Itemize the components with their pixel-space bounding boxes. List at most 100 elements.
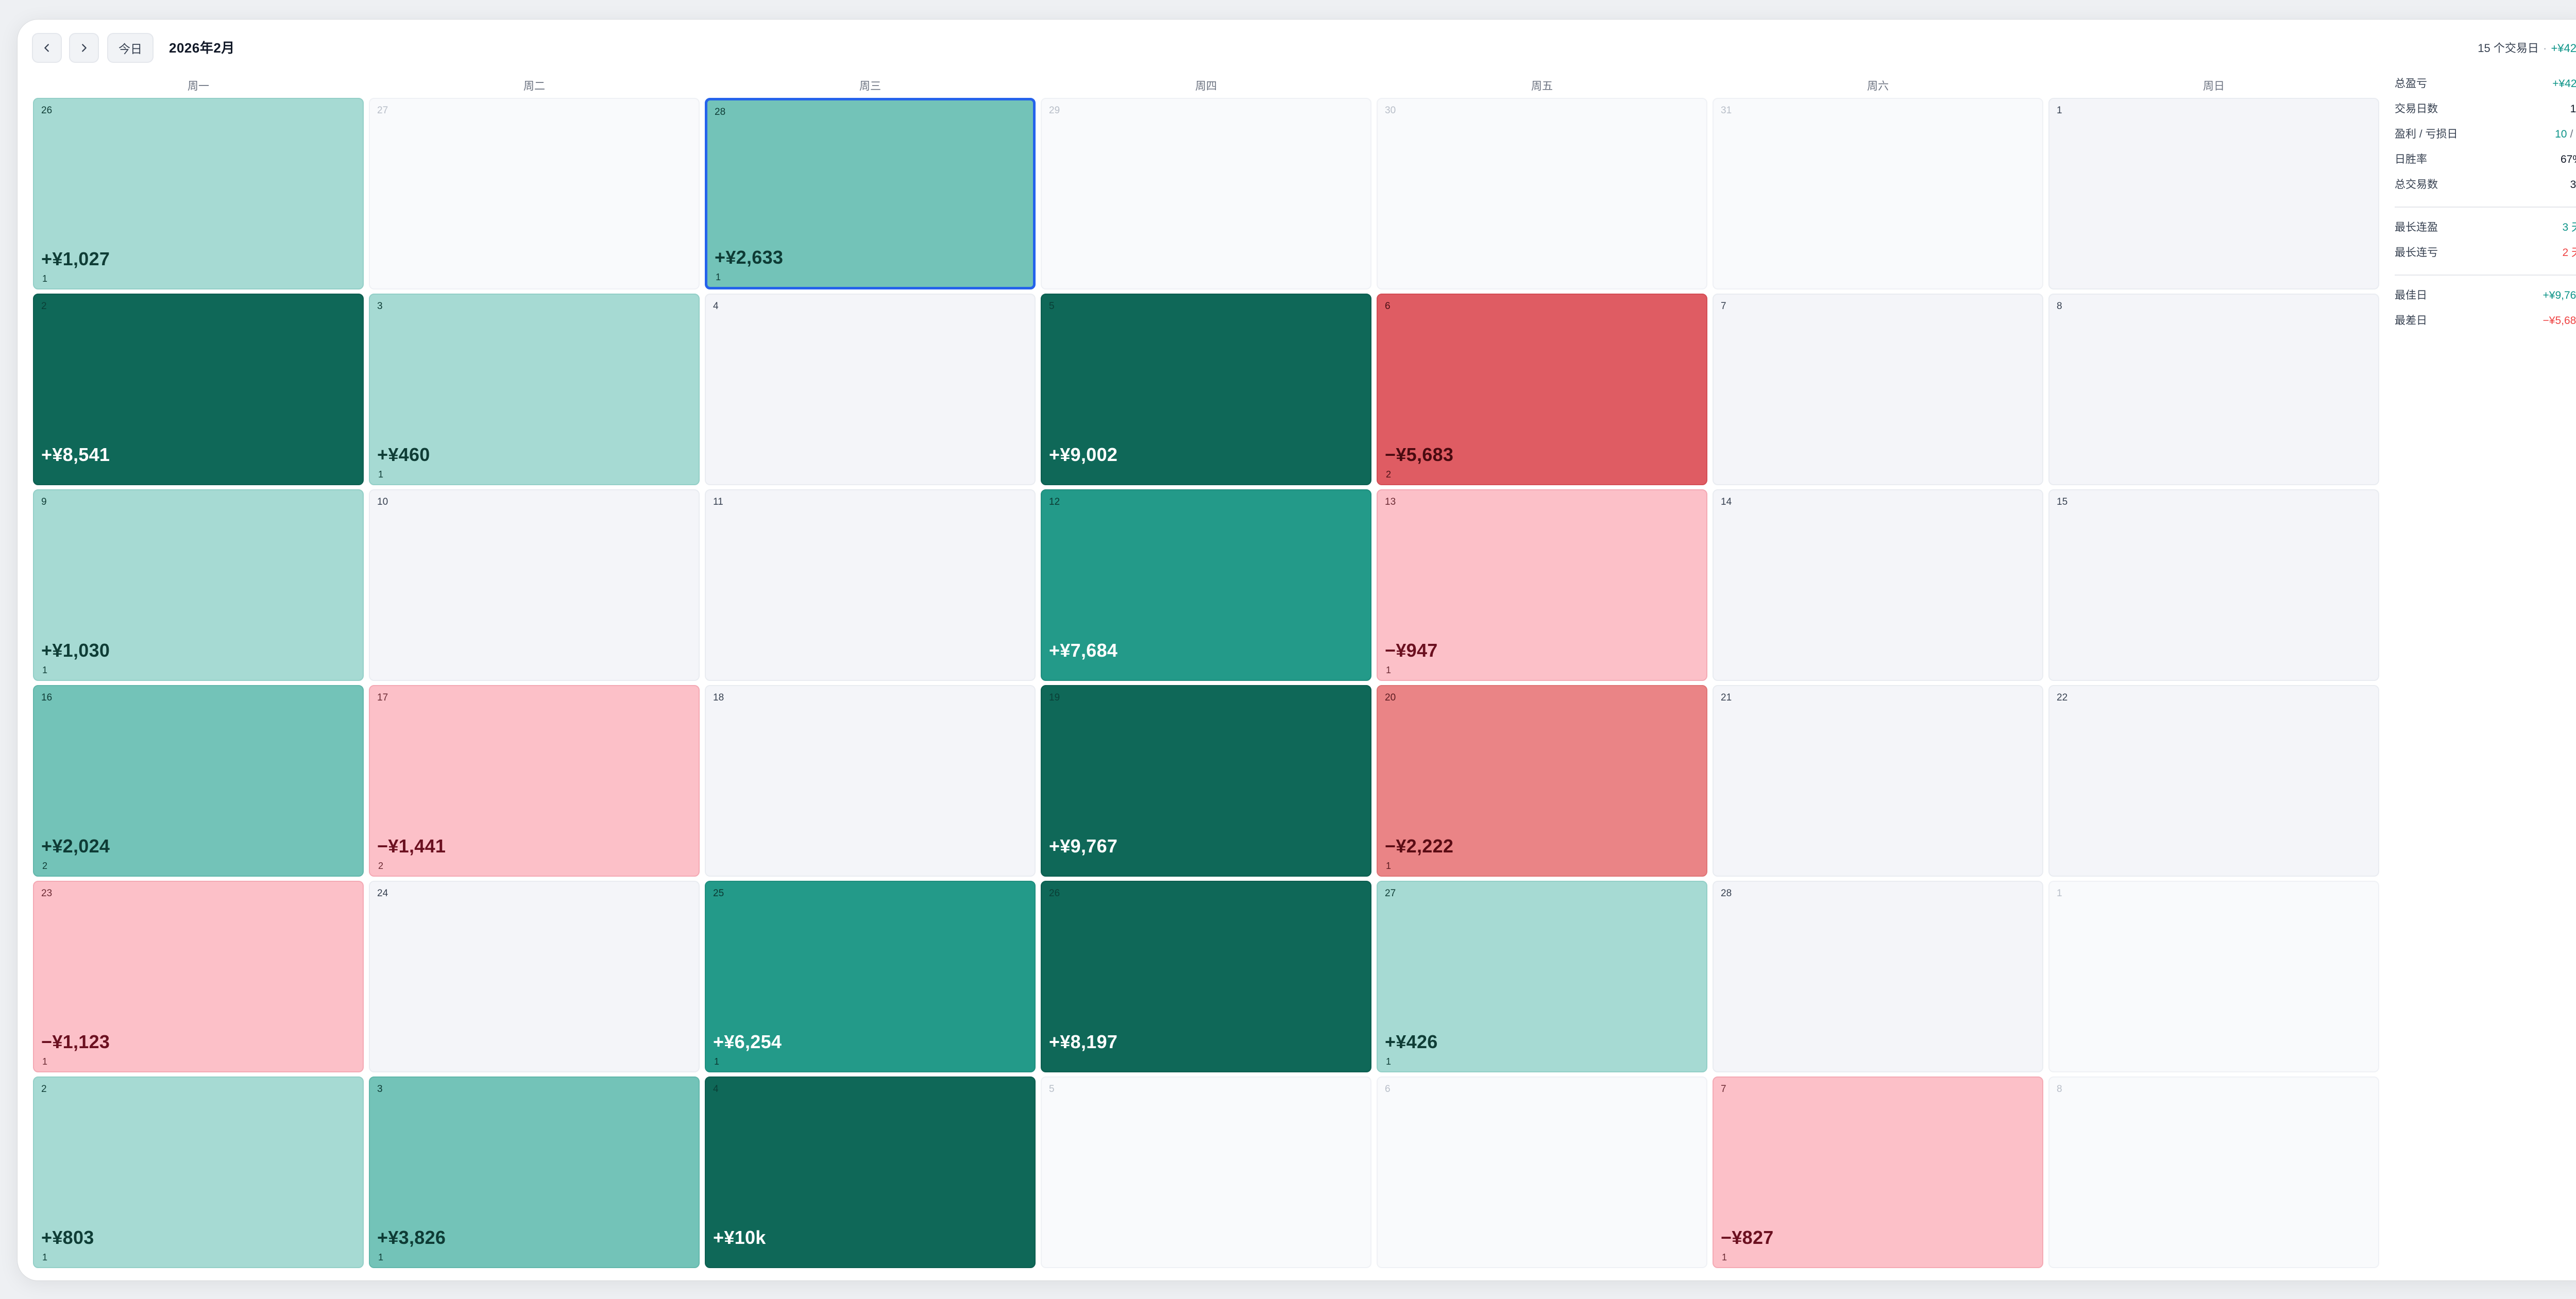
day-number: 4 [713,1084,719,1095]
calendar-window: 今日 2026年2月 15 个交易日 · +¥42k 周一 周二 周三 周四 周五 周六 周… [18,20,2576,1280]
calendar-day-cell[interactable]: 29 [1041,98,1371,289]
calendar-day-cell[interactable]: 22 [2048,685,2379,877]
day-number: 27 [377,105,388,116]
trade-count: 2 [1386,469,1392,480]
day-number: 28 [1721,888,1732,899]
day-number: 7 [1721,1084,1726,1095]
day-number: 5 [1049,301,1055,312]
calendar-day-cell[interactable]: 1 [2048,881,2379,1072]
day-pnl: +¥426 [1385,1031,1438,1052]
calendar-day-cell[interactable]: 4 [705,294,1036,485]
calendar-day-cell[interactable]: 30 [1377,98,1707,289]
calendar-day-cell[interactable]: 3 +¥3,826 1 [369,1076,700,1268]
calendar-day-cell[interactable]: 19 +¥9,767 [1041,685,1371,877]
stat-trading-days: 交易日数 15 [2395,96,2576,122]
calendar-day-cell[interactable]: 14 [1713,489,2043,681]
day-number: 14 [1721,497,1732,507]
calendar-day-cell[interactable]: 13 −¥947 1 [1377,489,1707,681]
today-button[interactable]: 今日 [107,33,154,63]
day-number: 28 [715,107,726,117]
divider [2395,207,2576,208]
calendar-day-cell[interactable]: 24 [369,881,700,1072]
calendar-day-cell[interactable]: 28 [1713,881,2043,1072]
stat-label: 交易日数 [2395,103,2438,115]
trade-count: 1 [716,272,721,282]
day-pnl: −¥2,222 [1385,835,1454,857]
day-number: 7 [1721,301,1726,312]
calendar-day-cell[interactable]: 2 +¥803 1 [33,1076,364,1268]
calendar-day-cell[interactable]: 11 [705,489,1036,681]
next-month-button[interactable] [69,33,99,63]
calendar-day-cell[interactable]: 5 +¥9,002 [1041,294,1371,485]
calendar-day-cell[interactable]: 8 [2048,1076,2379,1268]
day-pnl: +¥2,633 [715,247,784,268]
calendar-day-cell[interactable]: 6 −¥5,683 2 [1377,294,1707,485]
month-title: 2026年2月 [169,40,235,56]
trade-count: 1 [1386,665,1392,675]
day-pnl: +¥1,030 [41,640,110,661]
day-number: 21 [1721,692,1732,703]
calendar-day-cell[interactable]: 31 [1713,98,2043,289]
stat-worst-day: 最差日 −¥5,683 [2395,308,2576,333]
divider [2395,275,2576,276]
calendar-day-cell[interactable]: 3 +¥460 1 [369,294,700,485]
trade-count: 1 [378,469,384,480]
calendar-day-cell[interactable]: 10 [369,489,700,681]
calendar-day-cell[interactable]: 2 +¥8,541 [33,294,364,485]
calendar-day-cell[interactable]: 17 −¥1,441 2 [369,685,700,877]
stat-value: 32 [2570,179,2576,191]
calendar-day-cell[interactable]: 4 +¥10k [705,1076,1036,1268]
calendar-day-cell[interactable]: 8 [2048,294,2379,485]
day-number: 5 [1049,1084,1055,1095]
calendar-day-cell[interactable]: 1 [2048,98,2379,289]
calendar-day-cell[interactable]: 16 +¥2,024 2 [33,685,364,877]
trade-count: 1 [378,1252,384,1262]
day-number: 25 [713,888,724,899]
calendar-day-cell[interactable]: 18 [705,685,1036,877]
calendar-day-cell[interactable]: 23 −¥1,123 1 [33,881,364,1072]
day-number: 20 [1385,692,1396,703]
calendar-day-cell[interactable]: 26 +¥8,197 [1041,881,1371,1072]
calendar-day-cell[interactable]: 20 −¥2,222 1 [1377,685,1707,877]
stats-sidebar: 总盈亏 +¥42k 交易日数 15 盈利 / 亏损日 10/5 日胜率 67% … [2395,71,2576,333]
calendar-day-cell[interactable]: 6 [1377,1076,1707,1268]
day-pnl: +¥10k [713,1227,766,1248]
day-pnl: −¥1,123 [41,1031,110,1052]
calendar-day-cell[interactable]: 7 [1713,294,2043,485]
calendar-day-cell[interactable]: 25 +¥6,254 1 [705,881,1036,1072]
stat-label: 最长连盈 [2395,221,2438,233]
stat-label: 最差日 [2395,315,2427,327]
calendar-day-cell[interactable]: 28 +¥2,633 1 [705,98,1036,289]
day-pnl: −¥5,683 [1385,444,1454,465]
calendar-day-cell[interactable]: 12 +¥7,684 [1041,489,1371,681]
calendar-day-cell[interactable]: 27 +¥426 1 [1377,881,1707,1072]
calendar-day-cell[interactable]: 9 +¥1,030 1 [33,489,364,681]
day-number: 4 [713,301,719,312]
calendar-day-cell[interactable]: 21 [1713,685,2043,877]
stat-longest-win-streak: 最长连盈 3 天 [2395,215,2576,240]
stat-label: 最长连亏 [2395,247,2438,259]
calendar-day-cell[interactable]: 7 −¥827 1 [1713,1076,2043,1268]
calendar-day-cell[interactable]: 15 [2048,489,2379,681]
trade-count: 1 [42,274,48,284]
day-pnl: −¥827 [1721,1227,1774,1248]
day-number: 8 [2057,1084,2062,1095]
stat-label: 盈利 / 亏损日 [2395,128,2458,140]
trade-count: 1 [42,1056,48,1067]
calendar-day-cell[interactable]: 27 [369,98,700,289]
day-pnl: +¥3,826 [377,1227,446,1248]
trade-count: 1 [42,665,48,675]
prev-month-button[interactable] [32,33,62,63]
weekday-label: 周五 [1531,80,1553,92]
day-number: 2 [41,301,47,312]
day-pnl: +¥9,002 [1049,444,1118,465]
calendar-day-cell[interactable]: 26 +¥1,027 1 [33,98,364,289]
day-number: 9 [41,497,47,507]
trade-count: 1 [1386,1056,1392,1067]
month-summary: 15 个交易日 · +¥42k [2478,39,2576,56]
day-number: 2 [41,1084,47,1095]
day-number: 1 [2057,105,2062,116]
win-loss-separator: / [2570,128,2573,140]
day-number: 1 [2057,888,2062,899]
calendar-day-cell[interactable]: 5 [1041,1076,1371,1268]
